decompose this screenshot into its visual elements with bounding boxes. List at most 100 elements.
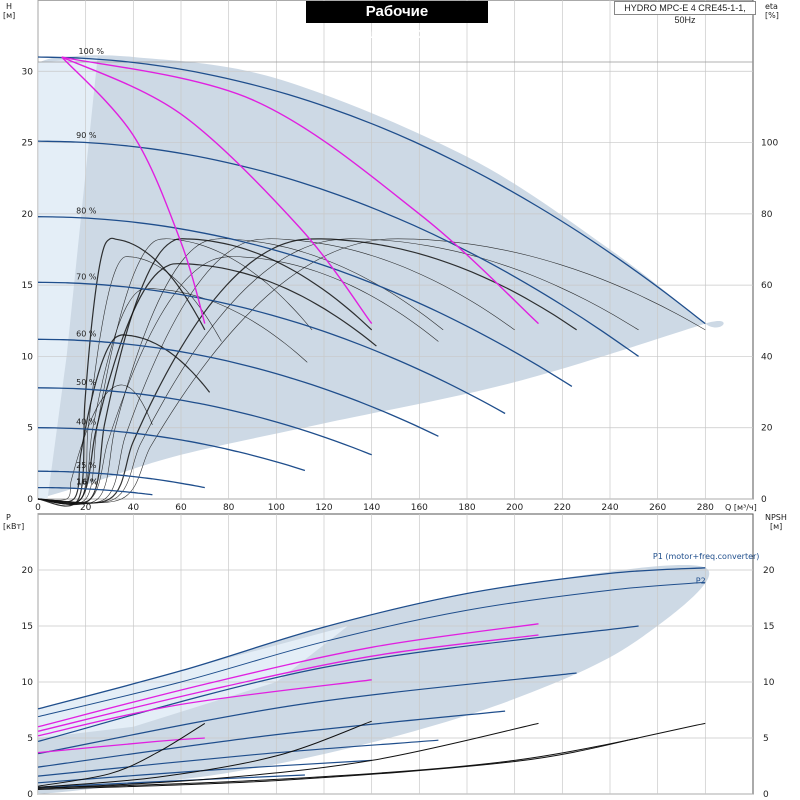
y-tick-label: 0 <box>27 495 33 505</box>
efficiency-curve <box>37 238 639 504</box>
operating-area <box>38 55 724 500</box>
speed-curve-label: 100 % <box>79 47 105 56</box>
y2-axis-label: NPSH <box>765 513 787 522</box>
npsh-curve <box>37 720 372 788</box>
y-axis-label: P <box>6 513 11 522</box>
speed-curve <box>37 56 706 325</box>
pump-curve-magenta <box>61 56 373 325</box>
efficiency-curve <box>37 334 211 503</box>
speed-curve <box>37 470 205 489</box>
p1-curve <box>37 567 706 710</box>
legend-label: P2 <box>696 576 706 585</box>
speed-curve-label: 90 % <box>76 131 97 140</box>
power-curve-magenta <box>37 623 539 728</box>
y2-tick-label: 20 <box>761 424 773 434</box>
legend-label: P1 (motor+freq.converter) <box>653 552 760 561</box>
efficiency-curve <box>37 263 377 505</box>
x-tick-label: 40 <box>128 503 140 513</box>
y2-tick-label: 60 <box>761 281 773 291</box>
x-tick-label: 160 <box>411 503 428 513</box>
y-tick-label: 25 <box>22 139 33 149</box>
speed-curve-label: 60 % <box>76 329 97 338</box>
y2-tick-label: 5 <box>763 734 769 744</box>
speed-curve-label: 80 % <box>76 207 97 216</box>
y-axis-unit: [м] <box>3 11 15 20</box>
x-tick-label: 220 <box>554 503 571 513</box>
x-tick-label: 280 <box>697 503 714 513</box>
power-operating-area <box>38 565 710 794</box>
x-tick-label: 100 <box>268 503 285 513</box>
x-tick-label: 60 <box>175 503 187 513</box>
power-curve-magenta <box>37 737 205 754</box>
speed-curve-label: 50 % <box>76 378 97 387</box>
y-tick-label: 20 <box>22 566 34 576</box>
y-tick-label: 0 <box>27 790 33 800</box>
power-chart: 0 5 10 15 20 0 5 10 15 20 P[кВт] NPSH[м] P1 (motor+f… <box>3 513 787 800</box>
efficiency-curve <box>37 238 577 504</box>
x-tick-label: 0 <box>35 503 41 513</box>
head-chart: 0 20 40 60 80 100 120 140 160 180 200 220 240 260 2800… <box>3 0 779 513</box>
y2-tick-label: 15 <box>763 622 774 632</box>
speed-curve <box>37 387 372 456</box>
efficiency-curve <box>37 256 222 505</box>
x-tick-label: 260 <box>649 503 666 513</box>
x-tick-label: 140 <box>363 503 380 513</box>
y-axis-label: H <box>6 2 12 11</box>
speed-curve-label: 70 % <box>76 272 97 281</box>
power-speed-curve <box>37 739 439 777</box>
efficiency-curve <box>37 238 313 505</box>
power-curve-magenta <box>37 634 539 732</box>
speed-curve <box>37 338 439 437</box>
speed-curve-label: 40 % <box>76 418 97 427</box>
y2-tick-label: 100 <box>761 139 778 149</box>
speed-curve-label: 16 % <box>76 478 98 487</box>
chart-title: Рабочие характеристики <box>306 1 488 42</box>
y-tick-label: 10 <box>22 352 34 362</box>
y2-tick-label: 20 <box>763 566 775 576</box>
y-tick-label: 5 <box>27 424 33 434</box>
pump-model-label: HYDRO MPC-E 4 CRE45-1-1, 50Hz <box>614 1 756 25</box>
y2-tick-label: 0 <box>761 495 767 505</box>
speed-curve <box>37 216 573 387</box>
y2-tick-label: 10 <box>763 678 775 688</box>
efficiency-curve <box>37 384 153 501</box>
speed-curve <box>37 427 306 472</box>
y2-axis-label: eta <box>765 2 778 11</box>
x-axis-label: Q [м³/ч] <box>725 503 757 512</box>
y2-tick-label: 0 <box>763 790 769 800</box>
p2-curve <box>37 581 706 718</box>
npsh-curve <box>37 722 206 787</box>
power-speed-curve <box>37 625 639 742</box>
speed-curve-label: 25 % <box>76 461 97 470</box>
efficiency-curve <box>37 238 373 506</box>
x-tick-label: 80 <box>223 503 235 513</box>
y-axis-unit: [кВт] <box>3 522 24 531</box>
y2-axis-unit: [м] <box>770 522 782 531</box>
x-tick-label: 200 <box>506 503 523 513</box>
x-tick-label: 180 <box>458 503 475 513</box>
y-tick-label: 15 <box>22 622 33 632</box>
npsh-curve <box>37 737 639 790</box>
power-speed-curve <box>37 672 577 755</box>
y-tick-label: 5 <box>27 734 33 744</box>
x-tick-label: 20 <box>80 503 92 513</box>
y-tick-label: 10 <box>22 678 34 688</box>
speed-curve <box>37 281 506 415</box>
npsh-curve <box>37 722 539 789</box>
y-tick-label: 20 <box>22 210 34 220</box>
efficiency-curve <box>37 288 308 505</box>
efficiency-curve <box>37 256 439 504</box>
y-tick-label: 15 <box>22 281 33 291</box>
y2-tick-label: 40 <box>761 352 773 362</box>
efficiency-curve <box>37 237 206 507</box>
power-speed-curve <box>37 774 305 788</box>
y-tick-label: 30 <box>22 67 34 77</box>
pump-curve-magenta <box>61 56 206 324</box>
x-tick-label: 240 <box>601 503 618 513</box>
y2-axis-unit: [%] <box>765 11 779 20</box>
power-speed-curve <box>37 710 506 768</box>
power-curve-magenta <box>37 679 372 737</box>
y2-tick-label: 80 <box>761 210 773 220</box>
efficiency-curve <box>37 238 706 504</box>
